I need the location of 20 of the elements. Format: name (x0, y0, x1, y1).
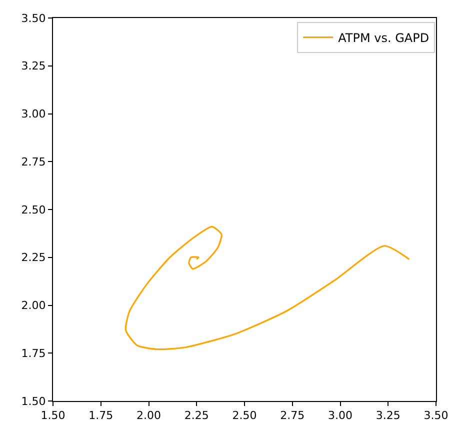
x-tick-label: 2.50 (232, 409, 257, 422)
x-tick-label: 2.25 (184, 409, 209, 422)
y-tick-label: 1.75 (21, 346, 46, 360)
y-tick-label: 2.00 (21, 299, 46, 312)
x-tick-label: 3.50 (424, 409, 448, 422)
x-tick-label: 2.75 (280, 409, 305, 422)
y-tick-label: 3.50 (21, 12, 46, 25)
y-tick-label: 2.25 (21, 251, 46, 264)
x-tick-label: 2.00 (136, 409, 161, 422)
x-tick-label: 3.25 (376, 409, 400, 422)
x-tick-label: 1.50 (40, 409, 66, 422)
x-tick-label: 1.75 (88, 409, 114, 422)
y-tick-label: 3.00 (21, 108, 46, 121)
y-tick-label: 2.50 (21, 203, 46, 216)
x-tick-label: 3.00 (328, 409, 352, 422)
y-tick-label: 1.50 (21, 394, 46, 408)
y-tick-label: 3.25 (21, 60, 46, 73)
line-series (124, 226, 410, 350)
legend-label: ATPM vs. GAPD (338, 31, 430, 46)
y-tick-label: 2.75 (21, 155, 46, 168)
